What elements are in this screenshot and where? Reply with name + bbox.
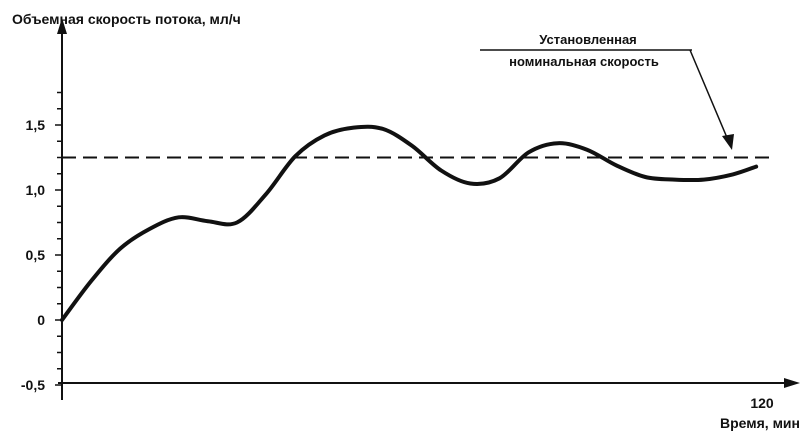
x-tick-label: 120 — [750, 395, 774, 411]
annotation-line-2: номинальная скорость — [509, 54, 659, 69]
y-tick-label: 0 — [37, 312, 45, 328]
y-tick-label: 1,5 — [26, 117, 46, 133]
flow-rate-series-line — [60, 124, 759, 322]
annotation-leader — [689, 49, 729, 141]
y-ticks — [55, 91, 62, 386]
x-axis-arrow — [784, 378, 800, 388]
y-tick-labels: 1,5 1,0 0,5 0 -0,5 — [21, 117, 45, 393]
y-axis-arrow — [57, 18, 67, 34]
annotation-line-1: Установленная — [539, 32, 637, 47]
annotation-arrowhead — [722, 134, 734, 150]
y-tick-label: -0,5 — [21, 377, 45, 393]
y-axis-label: Объемная скорость потока, мл/ч — [12, 11, 241, 27]
y-tick-label: 1,0 — [26, 182, 46, 198]
x-axis-label: Время, мин — [720, 415, 800, 431]
y-tick-label: 0,5 — [26, 247, 46, 263]
